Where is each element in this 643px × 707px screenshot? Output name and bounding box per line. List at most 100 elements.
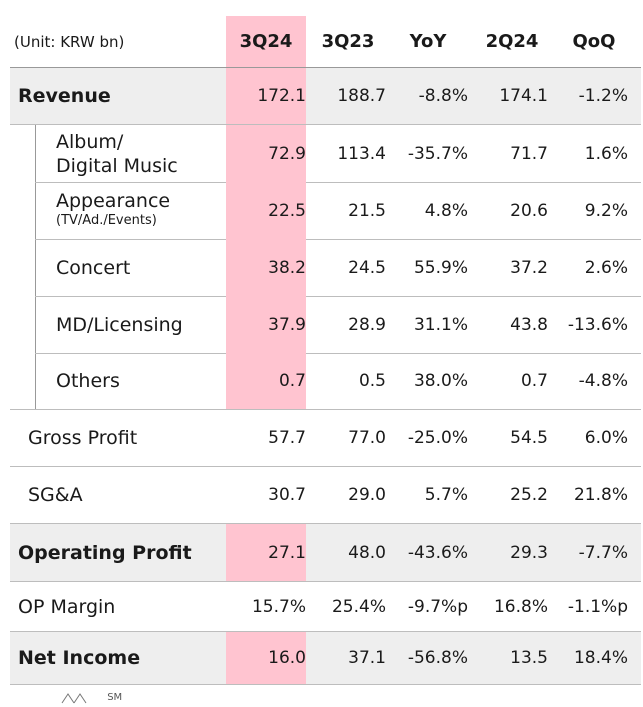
- value-3q24: 22.5: [268, 200, 306, 221]
- value-qoq: 21.8%: [573, 485, 628, 505]
- value-qoq: -7.7%: [578, 542, 628, 563]
- table-header: (Unit: KRW bn) 3Q24 3Q23 YoY 2Q24 QoQ: [10, 16, 641, 68]
- row-divider: [35, 239, 641, 240]
- value-3q24: 16.0: [268, 648, 306, 668]
- value-yoy: -56.8%: [407, 648, 468, 668]
- value-2q24: 0.7: [520, 371, 548, 391]
- value-yoy: -8.8%: [418, 86, 468, 106]
- value-3q24: 27.1: [268, 542, 306, 563]
- value-3q23: 48.0: [348, 542, 386, 563]
- row-label: Net Income: [18, 647, 141, 669]
- value-3q24: 38.2: [268, 257, 306, 278]
- value-qoq: 18.4%: [573, 648, 628, 668]
- row-divider: [35, 182, 641, 183]
- financial-table: (Unit: KRW bn) 3Q24 3Q23 YoY 2Q24 QoQ Re…: [10, 16, 641, 685]
- highlight-cell: [226, 239, 306, 296]
- table-row-album: Album/ Digital Music 72.9 113.4 -35.7% 7…: [10, 125, 641, 183]
- row-label: MD/Licensing: [56, 313, 183, 336]
- col-header-2q24: 2Q24: [485, 31, 539, 52]
- value-3q23: 29.0: [348, 485, 386, 505]
- value-3q24: 15.7%: [251, 596, 306, 617]
- value-qoq: -4.8%: [578, 371, 628, 391]
- col-header-3q24: 3Q24: [239, 31, 293, 52]
- row-divider: [35, 296, 641, 297]
- table-row-others: Others 0.7 0.5 38.0% 0.7 -4.8%: [10, 353, 641, 410]
- row-label-line1: Album/: [56, 130, 124, 153]
- value-2q24: 20.6: [510, 200, 548, 221]
- value-2q24: 16.8%: [493, 596, 548, 617]
- value-3q23: 188.7: [337, 86, 386, 106]
- value-2q24: 29.3: [510, 542, 548, 563]
- value-3q23: 28.9: [348, 314, 386, 335]
- row-label: Others: [56, 370, 120, 392]
- col-header-yoy: YoY: [409, 31, 447, 52]
- value-3q23: 25.4%: [331, 596, 386, 617]
- row-label: Revenue: [18, 85, 111, 107]
- value-3q23: 21.5: [348, 200, 386, 221]
- row-label: SG&A: [28, 484, 83, 506]
- logo-mark-icon: [61, 693, 87, 704]
- highlight-cell: [226, 68, 306, 124]
- row-label-line1: Appearance: [56, 189, 171, 212]
- value-3q24: 37.9: [268, 314, 306, 335]
- value-yoy: 4.8%: [424, 200, 468, 221]
- value-yoy: -9.7%p: [407, 596, 468, 617]
- value-qoq: -13.6%: [567, 314, 628, 335]
- highlight-column-header: [226, 16, 306, 67]
- logo-text: SM: [107, 692, 123, 703]
- value-3q23: 37.1: [348, 648, 386, 668]
- value-2q24: 13.5: [510, 648, 548, 668]
- row-label-line2: (TV/Ad./Events): [56, 212, 157, 228]
- col-header-qoq: QoQ: [572, 31, 616, 52]
- highlight-cell: [226, 632, 306, 684]
- value-3q24: 72.9: [268, 143, 306, 164]
- col-header-3q23: 3Q23: [321, 31, 375, 52]
- value-qoq: -1.2%: [578, 86, 628, 106]
- row-divider: [35, 353, 641, 354]
- revenue-breakdown: Album/ Digital Music 72.9 113.4 -35.7% 7…: [10, 125, 641, 410]
- value-yoy: -35.7%: [407, 143, 468, 164]
- breakdown-indent-line: [35, 125, 36, 410]
- value-3q24: 30.7: [268, 485, 306, 505]
- unit-label: (Unit: KRW bn): [14, 32, 125, 51]
- table-row-revenue: Revenue 172.1 188.7 -8.8% 174.1 -1.2%: [10, 68, 641, 125]
- table-row-appearance: Appearance (TV/Ad./Events) 22.5 21.5 4.8…: [10, 182, 641, 240]
- highlight-cell: [226, 125, 306, 182]
- value-3q23: 77.0: [348, 428, 386, 448]
- highlight-cell: [226, 524, 306, 581]
- row-label: Operating Profit: [18, 541, 192, 564]
- value-qoq: 2.6%: [584, 257, 628, 278]
- value-3q23: 0.5: [358, 371, 386, 391]
- value-yoy: 55.9%: [413, 257, 468, 278]
- highlight-cell: [226, 182, 306, 239]
- value-2q24: 54.5: [510, 428, 548, 448]
- value-qoq: 1.6%: [584, 143, 628, 164]
- value-3q24: 0.7: [278, 371, 306, 391]
- row-label-line2: Digital Music: [56, 154, 178, 177]
- value-yoy: -43.6%: [407, 542, 468, 563]
- table-row-operating-profit: Operating Profit 27.1 48.0 -43.6% 29.3 -…: [10, 524, 641, 582]
- value-3q24: 57.7: [268, 428, 306, 448]
- table-row-md-licensing: MD/Licensing 37.9 28.9 31.1% 43.8 -13.6%: [10, 296, 641, 354]
- sm-logo: SM: [60, 692, 122, 707]
- value-qoq: 6.0%: [584, 428, 628, 448]
- value-3q24: 172.1: [257, 86, 306, 106]
- value-3q23: 113.4: [337, 143, 386, 164]
- table-row-gross-profit: Gross Profit 57.7 77.0 -25.0% 54.5 6.0%: [10, 410, 641, 467]
- table-row-concert: Concert 38.2 24.5 55.9% 37.2 2.6%: [10, 239, 641, 297]
- row-label: Concert: [56, 256, 131, 279]
- value-yoy: 31.1%: [413, 314, 468, 335]
- table-row-net-income: Net Income 16.0 37.1 -56.8% 13.5 18.4%: [10, 632, 641, 685]
- value-2q24: 43.8: [510, 314, 548, 335]
- value-2q24: 71.7: [510, 143, 548, 164]
- value-2q24: 174.1: [499, 86, 548, 106]
- table-row-op-margin: OP Margin 15.7% 25.4% -9.7%p 16.8% -1.1%…: [10, 582, 641, 632]
- value-qoq: -1.1%p: [567, 596, 628, 617]
- row-label: OP Margin: [18, 595, 116, 618]
- value-yoy: -25.0%: [407, 428, 468, 448]
- highlight-cell: [226, 296, 306, 353]
- highlight-cell: [226, 353, 306, 409]
- value-3q23: 24.5: [348, 257, 386, 278]
- table-row-sga: SG&A 30.7 29.0 5.7% 25.2 21.8%: [10, 467, 641, 524]
- row-label: Album/ Digital Music: [56, 125, 226, 182]
